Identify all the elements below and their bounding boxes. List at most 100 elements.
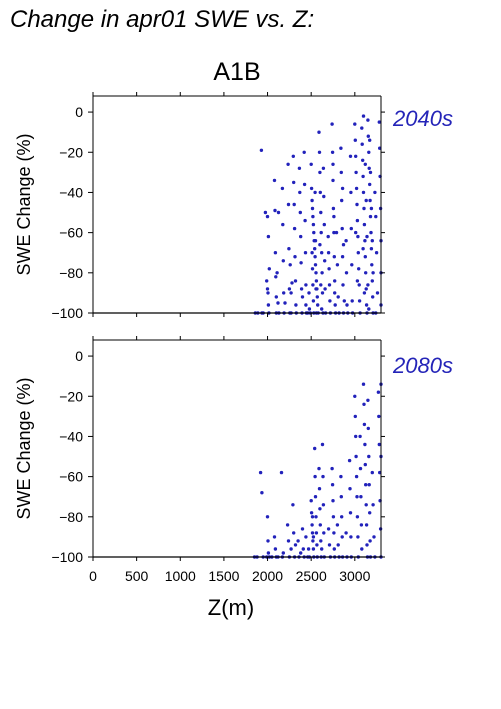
data-point: [359, 495, 363, 499]
data-point: [375, 291, 380, 295]
data-point: [286, 162, 290, 166]
data-point: [320, 547, 324, 551]
data-point: [280, 186, 285, 191]
data-point: [263, 210, 268, 215]
data-point: [307, 307, 312, 311]
data-point: [320, 442, 325, 447]
data-point: [368, 182, 372, 187]
data-point: [364, 198, 368, 203]
data-point: [353, 138, 357, 142]
data-point: [354, 454, 358, 459]
data-point: [311, 539, 315, 543]
data-point: [361, 174, 365, 179]
data-point: [275, 271, 279, 275]
data-point: [335, 263, 340, 267]
data-point: [287, 287, 292, 291]
data-point: [360, 126, 364, 130]
data-point: [340, 226, 344, 231]
data-point: [330, 122, 334, 126]
data-point: [354, 474, 359, 479]
data-point: [353, 122, 357, 126]
y-tick-label: −40: [59, 184, 83, 200]
data-point: [307, 291, 311, 295]
data-point: [319, 230, 323, 235]
data-point: [357, 299, 362, 303]
data-point: [276, 301, 280, 305]
data-point: [315, 543, 319, 547]
data-point: [318, 170, 322, 175]
data-point: [281, 259, 285, 263]
data-point: [371, 295, 375, 299]
y-tick-label: 0: [75, 348, 83, 364]
data-point: [313, 474, 317, 479]
data-point: [290, 281, 294, 285]
data-point: [370, 239, 374, 243]
data-point: [355, 202, 359, 207]
x-tick-label: 2500: [296, 568, 327, 584]
data-point: [335, 523, 340, 527]
data-point: [330, 466, 334, 471]
data-point: [350, 299, 354, 303]
data-point: [317, 150, 322, 154]
data-point: [309, 511, 314, 515]
period-label: 2080s: [392, 353, 453, 378]
data-point: [360, 547, 364, 551]
data-point: [304, 283, 308, 287]
data-point: [362, 402, 366, 406]
data-point: [354, 230, 358, 235]
data-point: [349, 190, 353, 195]
data-point: [364, 483, 368, 487]
data-point: [282, 291, 286, 295]
data-point: [344, 239, 348, 243]
x-tick-label: 2000: [252, 568, 283, 584]
x-tick-label: 1500: [208, 568, 239, 584]
data-point: [370, 263, 374, 267]
data-point: [377, 442, 381, 447]
data-point: [345, 303, 349, 307]
data-point: [354, 186, 359, 191]
data-point: [265, 287, 270, 291]
data-point: [366, 134, 370, 138]
data-point: [365, 543, 369, 547]
y-tick-label: −60: [59, 469, 83, 485]
data-point: [370, 279, 374, 283]
y-tick-label: −40: [59, 428, 83, 444]
data-point: [272, 535, 277, 539]
data-point: [303, 251, 308, 255]
data-point: [318, 507, 322, 511]
data-point: [342, 299, 346, 303]
data-point: [322, 194, 326, 199]
data-point: [293, 279, 298, 283]
data-point: [344, 271, 349, 275]
x-tick-label: 1000: [165, 568, 196, 584]
data-point: [313, 190, 317, 195]
data-point: [313, 247, 317, 251]
data-point: [362, 206, 366, 211]
data-point: [273, 251, 278, 255]
data-point: [274, 295, 278, 299]
data-point: [355, 218, 360, 223]
data-point: [344, 531, 348, 535]
data-point: [363, 462, 367, 467]
data-point: [328, 299, 332, 303]
data-point: [349, 535, 353, 539]
data-point: [266, 291, 270, 295]
data-point: [311, 547, 316, 551]
data-point: [348, 154, 353, 158]
data-point: [317, 466, 321, 471]
data-point: [322, 531, 326, 535]
data-point: [265, 279, 269, 283]
data-point: [313, 495, 318, 499]
data-point: [314, 287, 318, 291]
data-point: [313, 446, 317, 451]
data-point: [330, 150, 335, 154]
data-point: [273, 208, 277, 213]
data-point: [299, 551, 303, 555]
data-point: [265, 214, 270, 219]
data-point: [366, 118, 370, 122]
y-tick-label: −100: [51, 305, 83, 321]
data-point: [363, 162, 367, 166]
data-point: [374, 214, 378, 219]
data-point: [357, 267, 361, 271]
data-point: [363, 239, 367, 243]
